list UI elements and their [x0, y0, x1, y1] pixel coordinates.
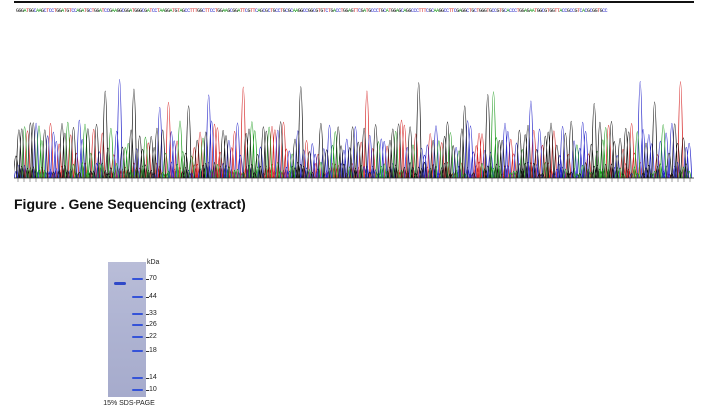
- marker-tick: [146, 337, 149, 338]
- marker-label: 14: [149, 374, 157, 381]
- marker-label: 26: [149, 321, 157, 328]
- marker-tick: [146, 351, 149, 352]
- sequencing-chromatogram: GGGATGGCAAGCTCCTGGATGTCCAGATGCTGGATCCGAA…: [14, 0, 694, 184]
- trace-g: [14, 82, 689, 179]
- figure-caption: Figure . Gene Sequencing (extract): [14, 196, 246, 212]
- ladder-band-14: [132, 377, 143, 379]
- ladder-band-33: [132, 313, 143, 315]
- marker-label: 18: [149, 347, 157, 354]
- marker-tick: [146, 390, 149, 391]
- gel-unit-label: kDa: [147, 259, 160, 266]
- trace-t: [24, 81, 684, 179]
- marker-label: 33: [149, 310, 157, 317]
- ladder-band-22: [132, 336, 143, 338]
- ladder-band-26: [132, 324, 143, 326]
- sample-band: [114, 282, 126, 285]
- gel-image: [108, 262, 146, 397]
- marker-label: 44: [149, 293, 157, 300]
- marker-label: 10: [149, 386, 157, 393]
- marker-tick: [146, 297, 149, 298]
- sds-page-gel-figure: kDa 70 44 33 26 22 18 14 10 15% SDS-PAGE: [96, 258, 176, 415]
- ladder-band-10: [132, 389, 143, 391]
- chromatogram-trace: [14, 79, 694, 182]
- gel-caption: 15% SDS-PAGE: [103, 400, 155, 407]
- marker-tick: [146, 325, 149, 326]
- trace-a: [21, 91, 692, 179]
- base-call-sequence: GGGATGGCAAGCTCCTGGATGTCCAGATGCTGGATCCGAA…: [16, 8, 608, 14]
- ladder-band-44: [132, 296, 143, 298]
- ladder-band-18: [132, 350, 143, 352]
- marker-tick: [146, 279, 149, 280]
- marker-tick: [146, 314, 149, 315]
- marker-tick: [146, 378, 149, 379]
- marker-label: 70: [149, 275, 157, 282]
- sequence-top-rule: [14, 1, 694, 3]
- marker-label: 22: [149, 333, 157, 340]
- ladder-band-70: [132, 278, 143, 280]
